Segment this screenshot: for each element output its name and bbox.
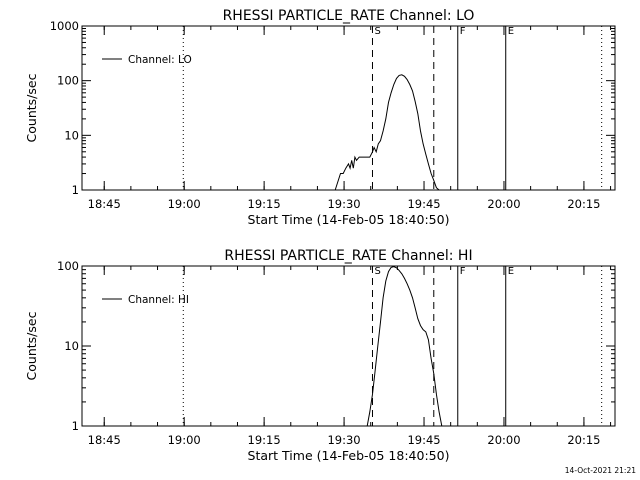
y-tick-label: 1000 bbox=[50, 19, 79, 33]
x-tick-label: 20:00 bbox=[487, 433, 520, 447]
x-tick-label: 20:00 bbox=[487, 197, 520, 211]
x-tick-label: 19:45 bbox=[407, 197, 440, 211]
x-tick-label: 19:15 bbox=[248, 433, 281, 447]
x-axis-label: Start Time (14-Feb-05 18:40:50) bbox=[248, 448, 450, 463]
y-tick-label: 100 bbox=[57, 259, 79, 273]
marker-label-s: S bbox=[374, 266, 380, 277]
x-axis-label: Start Time (14-Feb-05 18:40:50) bbox=[248, 212, 450, 227]
legend-label: Channel: HI bbox=[128, 294, 189, 306]
y-tick-label: 10 bbox=[64, 339, 79, 353]
x-tick-label: 18:45 bbox=[88, 433, 121, 447]
marker-label-s: S bbox=[374, 26, 380, 37]
x-tick-label: 19:30 bbox=[327, 433, 360, 447]
chart-title: RHESSI PARTICLE_RATE Channel: LO bbox=[223, 8, 475, 24]
x-tick-label: 19:45 bbox=[407, 433, 440, 447]
series-line bbox=[366, 266, 443, 427]
series-line bbox=[334, 74, 440, 191]
plot-frame bbox=[81, 265, 616, 427]
x-tick-label: 19:00 bbox=[168, 197, 201, 211]
marker-label-f: F bbox=[460, 26, 466, 37]
marker-label-f: F bbox=[460, 266, 466, 277]
marker-label-e: E bbox=[508, 266, 514, 277]
x-tick-label: 20:15 bbox=[567, 433, 600, 447]
y-axis-label: Counts/sec bbox=[24, 73, 39, 142]
x-tick-label: 18:45 bbox=[88, 197, 121, 211]
plot-frame bbox=[81, 25, 616, 191]
y-tick-label: 1 bbox=[72, 183, 79, 197]
x-tick-label: 19:30 bbox=[327, 197, 360, 211]
x-tick-label: 19:00 bbox=[168, 433, 201, 447]
y-tick-label: 1 bbox=[72, 419, 79, 433]
legend-label: Channel: LO bbox=[128, 54, 192, 66]
y-tick-label: 10 bbox=[64, 128, 79, 142]
y-tick-label: 100 bbox=[57, 74, 79, 88]
timestamp: 14-Oct-2021 21:21 bbox=[564, 466, 636, 475]
x-tick-label: 20:15 bbox=[567, 197, 600, 211]
x-tick-label: 19:15 bbox=[248, 197, 281, 211]
y-axis-label: Counts/sec bbox=[24, 311, 39, 380]
marker-label-e: E bbox=[508, 26, 514, 37]
chart-title: RHESSI PARTICLE_RATE Channel: HI bbox=[224, 248, 472, 264]
